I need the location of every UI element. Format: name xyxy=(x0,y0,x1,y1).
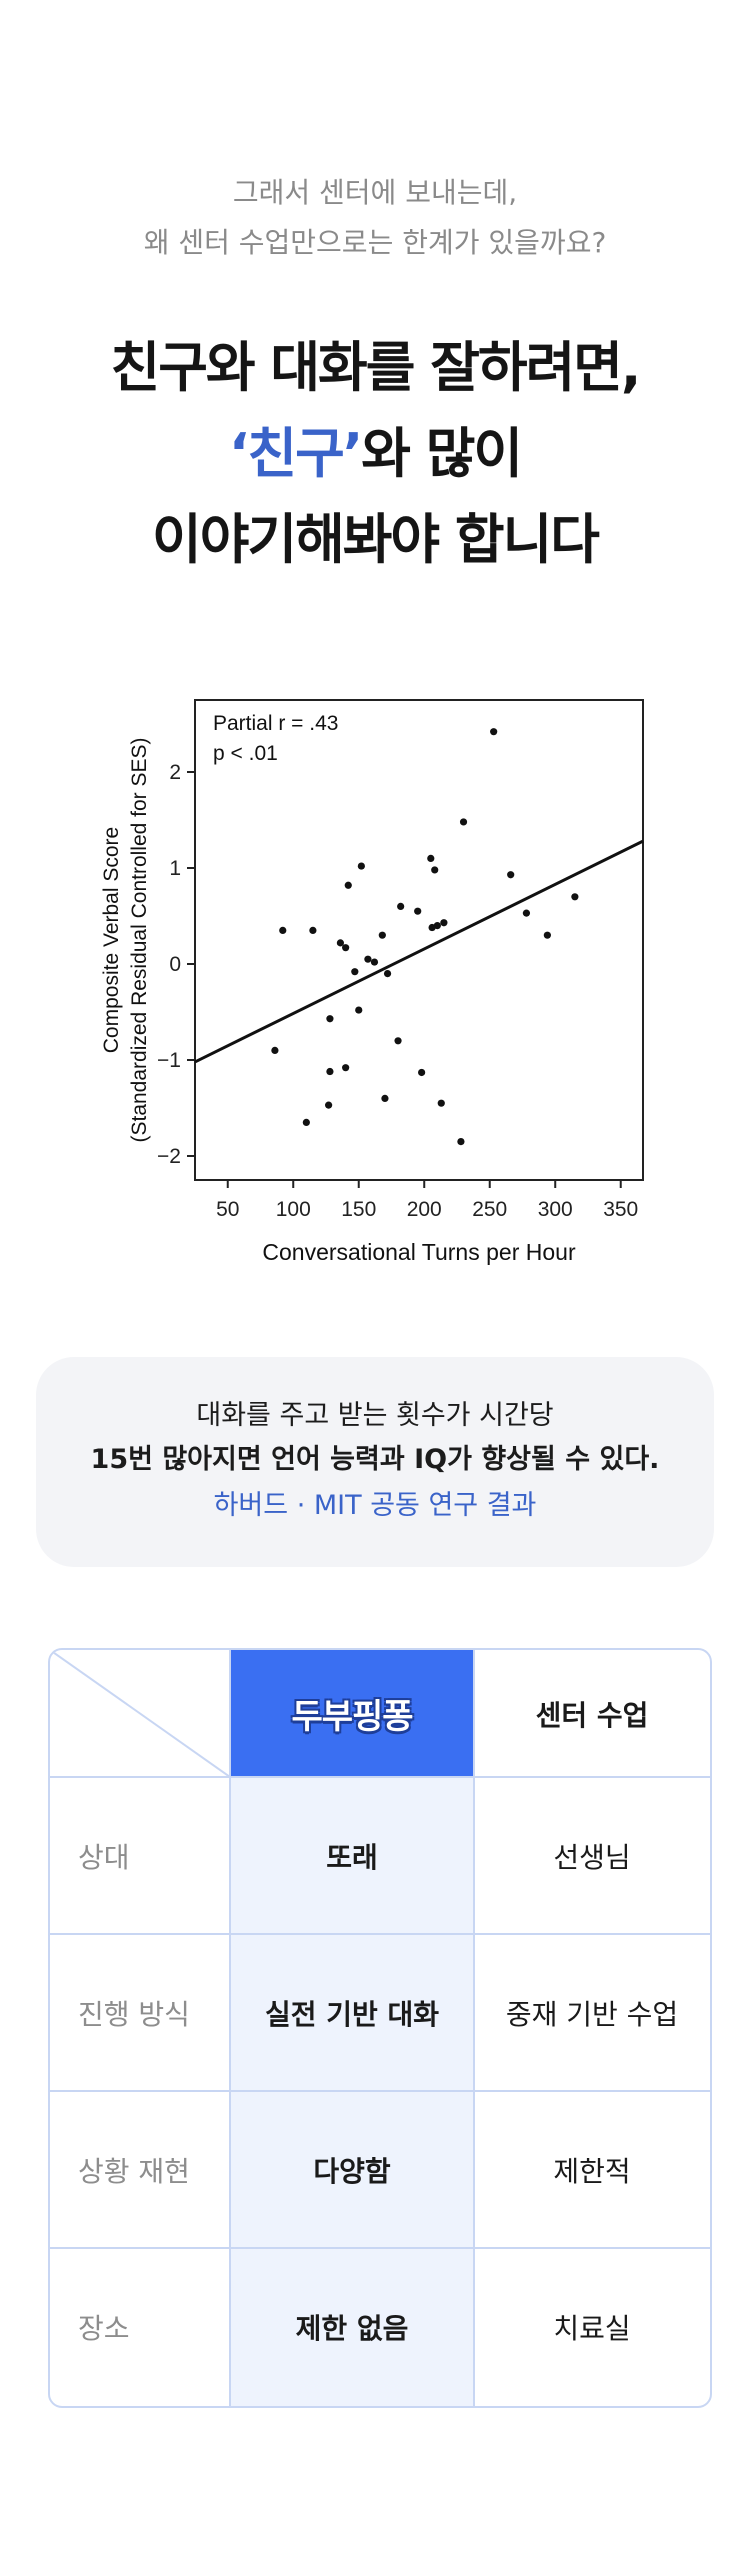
brand-cell-opponent: 또래 xyxy=(326,1840,378,1874)
brand-cell-place: 제한 없음 xyxy=(295,2312,409,2345)
data-point xyxy=(490,728,498,736)
data-point xyxy=(357,862,365,870)
y-tick-label: 1 xyxy=(169,857,181,880)
data-point xyxy=(383,970,392,978)
x-tick-label: 50 xyxy=(216,1198,239,1221)
x-tick-label: 100 xyxy=(276,1198,311,1221)
data-point xyxy=(325,1101,333,1109)
row-label-situation: 상황 재현 xyxy=(78,2154,190,2188)
headline-line-1: 친구와 대화를 잘하려면, xyxy=(110,336,642,399)
headline-accent: ‘친구’ xyxy=(228,422,363,485)
stat-annotation-r: Partial r = .43 xyxy=(213,712,338,735)
intro-line-1: 그래서 센터에 보내는데, xyxy=(232,176,518,209)
trend-line xyxy=(194,839,644,1064)
data-point xyxy=(271,1046,279,1054)
research-chart: 50 100 150 200 250 300 350 −2 −1 0 1 2 Partial r = .… xyxy=(0,660,750,1280)
center-column-header: 센터 수업 xyxy=(535,1698,649,1732)
data-point xyxy=(437,1099,445,1107)
data-point xyxy=(459,818,468,826)
callout-line-1: 대화를 주고 받는 횟수가 시간당 xyxy=(196,1400,554,1431)
plot-frame xyxy=(194,699,644,1181)
data-point xyxy=(364,955,372,963)
research-callout: 대화를 주고 받는 횟수가 시간당 15번 많아지면 언어 능력과 IQ가 향상… xyxy=(36,1357,714,1567)
y-tick-label: 0 xyxy=(169,953,181,976)
data-point xyxy=(440,919,448,927)
headline-line-2: ‘친구’와 많이 xyxy=(0,411,750,497)
data-point xyxy=(414,907,422,915)
data-point xyxy=(457,1138,465,1146)
center-cell-situation: 제한적 xyxy=(553,2154,631,2188)
x-tick-label: 150 xyxy=(341,1198,376,1221)
data-point xyxy=(279,926,287,934)
data-point xyxy=(571,893,579,901)
row-divider xyxy=(50,2247,710,2249)
data-point xyxy=(302,1118,310,1126)
data-point xyxy=(507,871,515,879)
column-divider xyxy=(229,1650,231,2406)
x-tick-label: 300 xyxy=(538,1198,573,1221)
headline-line-2-rest: 와 많이 xyxy=(361,422,523,485)
column-divider xyxy=(473,1650,475,2406)
comparison-table: 두부핑퐁 센터 수업 상대 또래 선생님 진행 방식 실전 기반 대화 중재 기… xyxy=(48,1648,712,2408)
header-diagonal-line xyxy=(50,1650,230,1777)
headline: 친구와 대화를 잘하려면, ‘친구’와 많이 이야기해봐야 합니다 xyxy=(0,325,750,583)
headline-line-3: 이야기해봐야 합니다 xyxy=(152,508,600,571)
data-point xyxy=(326,1015,334,1023)
data-point xyxy=(342,1064,350,1072)
callout-source: 하버드 · MIT 공동 연구 결과 xyxy=(213,1490,537,1521)
callout-line-2: 15번 많아지면 언어 능력과 IQ가 향상될 수 있다. xyxy=(90,1444,660,1475)
y-axis-label-line-2: (Standardized Residual Controlled for SE… xyxy=(128,737,151,1142)
data-point xyxy=(378,931,386,939)
data-point xyxy=(394,1037,402,1045)
center-cell-place: 치료실 xyxy=(553,2312,631,2345)
intro-text: 그래서 센터에 보내는데, 왜 센터 수업만으로는 한계가 있을까요? xyxy=(0,168,750,268)
data-point xyxy=(418,1068,426,1077)
x-axis-label: Conversational Turns per Hour xyxy=(262,1239,576,1265)
intro-line-2: 왜 센터 수업만으로는 한계가 있을까요? xyxy=(143,226,607,259)
row-divider xyxy=(50,1776,710,1778)
row-label-method: 진행 방식 xyxy=(78,1997,190,2031)
data-point xyxy=(344,881,352,889)
brand-column-header: 두부핑퐁 xyxy=(291,1697,413,1737)
data-point xyxy=(351,968,359,976)
row-label-place: 장소 xyxy=(78,2312,130,2345)
x-tick-label: 250 xyxy=(472,1198,507,1221)
center-cell-opponent: 선생님 xyxy=(553,1840,631,1874)
row-label-opponent: 상대 xyxy=(78,1840,130,1874)
y-axis-label-line-1: Composite Verbal Score xyxy=(100,827,123,1053)
data-point xyxy=(309,926,317,934)
brand-cell-method: 실전 기반 대화 xyxy=(264,1997,440,2031)
data-point xyxy=(370,958,379,966)
data-point xyxy=(397,902,405,910)
data-point xyxy=(381,1094,389,1102)
row-divider xyxy=(50,2090,710,2092)
brand-header-highlight xyxy=(230,1650,474,1777)
y-tick-label: 2 xyxy=(169,761,181,784)
data-point xyxy=(522,909,531,917)
data-point xyxy=(355,1006,363,1014)
row-divider xyxy=(50,1933,710,1935)
data-point xyxy=(543,931,551,939)
center-cell-method: 중재 기반 수업 xyxy=(505,1997,679,2031)
comparison-grid: 두부핑퐁 센터 수업 상대 또래 선생님 진행 방식 실전 기반 대화 중재 기… xyxy=(50,1650,710,2406)
brand-cell-situation: 다양함 xyxy=(313,2154,391,2188)
data-point xyxy=(336,939,345,947)
x-tick-label: 200 xyxy=(407,1198,442,1221)
scatter-plot: 50 100 150 200 250 300 350 −2 −1 0 1 2 Partial r = .… xyxy=(100,699,644,1265)
data-point xyxy=(431,866,439,874)
data-point xyxy=(427,854,435,862)
data-point xyxy=(326,1067,334,1076)
stat-annotation-p: p < .01 xyxy=(213,742,278,765)
y-tick-label: −1 xyxy=(157,1049,181,1072)
x-tick-label: 350 xyxy=(603,1198,638,1221)
data-point xyxy=(342,944,350,952)
data-point xyxy=(428,923,436,932)
y-tick-label: −2 xyxy=(157,1145,181,1168)
